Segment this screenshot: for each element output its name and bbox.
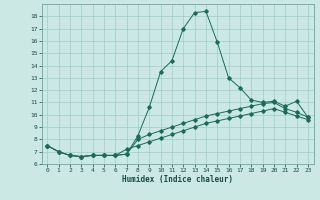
X-axis label: Humidex (Indice chaleur): Humidex (Indice chaleur) <box>122 175 233 184</box>
